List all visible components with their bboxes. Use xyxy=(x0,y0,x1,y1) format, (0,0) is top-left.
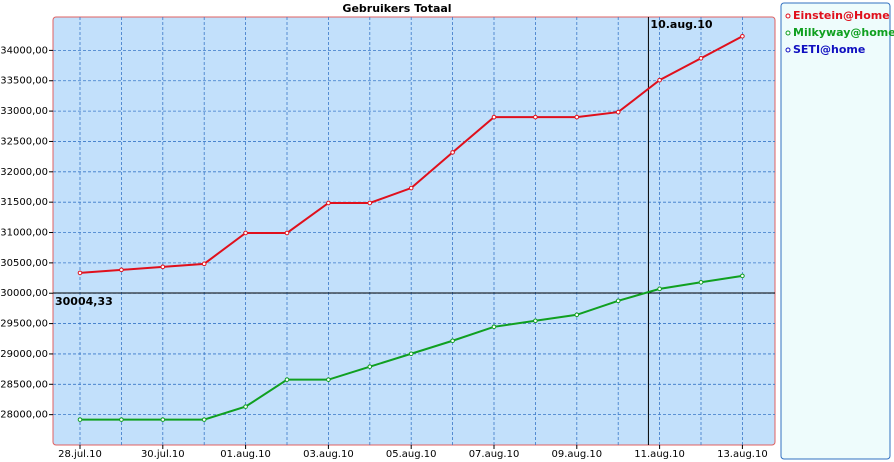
point xyxy=(533,318,538,324)
point xyxy=(450,338,455,344)
point xyxy=(367,200,373,206)
legend-label: SETI@home xyxy=(793,43,865,56)
point xyxy=(243,230,248,236)
point xyxy=(284,230,290,236)
x-tick-label: 28.jul.10 xyxy=(58,449,102,460)
point xyxy=(574,114,580,120)
point xyxy=(408,185,414,191)
point xyxy=(326,377,331,382)
x-tick-label: 09.aug.10 xyxy=(551,449,602,460)
y-tick-label: 29000,00 xyxy=(0,349,48,360)
point xyxy=(119,267,124,273)
point xyxy=(77,270,83,276)
point xyxy=(201,261,207,267)
legend-marker xyxy=(785,30,791,36)
point xyxy=(698,279,704,285)
point xyxy=(657,286,662,292)
y-tick-label: 31000,00 xyxy=(0,228,48,239)
y-tick-label: 31500,00 xyxy=(0,197,48,208)
x-tick-label: 03.aug.10 xyxy=(303,449,354,460)
crosshair-y-label: 30004,33 xyxy=(55,295,113,308)
point xyxy=(615,109,621,115)
y-tick-label: 30500,00 xyxy=(0,258,48,269)
point xyxy=(450,150,455,155)
y-tick-label: 34000,00 xyxy=(0,45,48,56)
x-tick-label: 01.aug.10 xyxy=(220,449,271,460)
point xyxy=(740,33,745,39)
legend xyxy=(780,2,891,460)
point xyxy=(284,377,290,382)
point xyxy=(533,114,538,120)
point xyxy=(740,273,745,279)
legend-label: Einstein@Home xyxy=(793,9,890,22)
point xyxy=(698,55,704,61)
y-tick-label: 30000,00 xyxy=(0,288,48,299)
crosshair-x-label: 10.aug.10 xyxy=(650,18,712,31)
x-tick-label: 13.aug.10 xyxy=(717,449,768,460)
legend-marker xyxy=(785,13,791,19)
plot-area xyxy=(52,16,776,446)
y-tick-label: 32500,00 xyxy=(0,136,48,147)
point xyxy=(160,417,166,422)
y-tick-label: 28000,00 xyxy=(0,410,48,421)
point xyxy=(657,77,662,83)
y-tick-label: 33000,00 xyxy=(0,106,48,117)
point xyxy=(367,364,373,369)
x-tick-label: 11.aug.10 xyxy=(634,449,685,460)
point xyxy=(615,298,621,304)
y-tick-label: 29500,00 xyxy=(0,319,48,330)
y-tick-label: 28500,00 xyxy=(0,379,48,390)
point xyxy=(408,351,414,357)
y-tick-label: 33500,00 xyxy=(0,76,48,87)
point xyxy=(491,324,497,330)
legend-label: Milkyway@home xyxy=(793,26,894,39)
point xyxy=(574,312,580,318)
point xyxy=(491,114,497,120)
x-tick-label: 30.jul.10 xyxy=(141,449,185,460)
point xyxy=(201,417,207,422)
x-tick-label: 07.aug.10 xyxy=(469,449,520,460)
point xyxy=(77,417,83,422)
point xyxy=(119,417,124,422)
point xyxy=(160,264,166,270)
y-tick-label: 32000,00 xyxy=(0,167,48,178)
legend-marker xyxy=(785,47,791,53)
point xyxy=(243,404,248,409)
point xyxy=(326,200,331,206)
chart-title: Gebruikers Totaal xyxy=(342,2,451,15)
x-tick-label: 05.aug.10 xyxy=(386,449,437,460)
